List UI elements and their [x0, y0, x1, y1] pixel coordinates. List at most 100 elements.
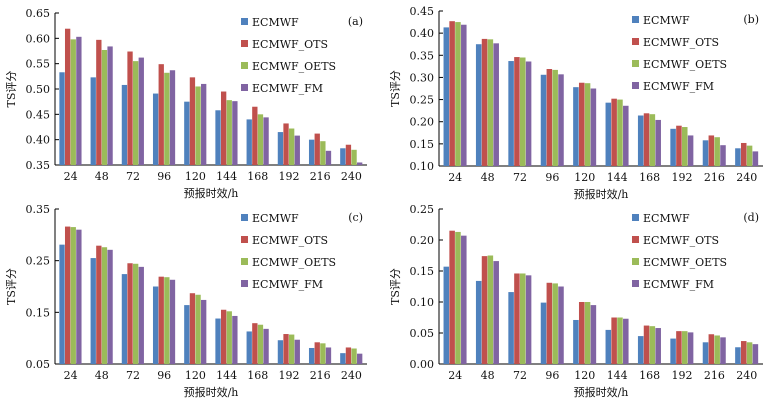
- bar-ecmwf-oets-192: [682, 331, 688, 364]
- bar-ecmwf-ots-240: [345, 347, 352, 364]
- bar-ecmwf-ots-120: [189, 77, 196, 165]
- bar-ecmwf-oets-48: [101, 247, 108, 364]
- legend-label: ECMWF_FM: [643, 80, 714, 93]
- bar-ecmwf-oets-240: [351, 149, 357, 165]
- x-tick-label: 120: [574, 171, 595, 184]
- bar-ecmwf-fm-192: [687, 135, 694, 166]
- bar-ecmwf-oets-120: [584, 83, 591, 166]
- bar-ecmwf-fm-96: [169, 70, 176, 165]
- x-tick-label: 24: [64, 369, 78, 382]
- bar-ecmwf-120: [573, 87, 579, 166]
- bar-ecmwf-ots-120: [578, 302, 585, 364]
- bar-ecmwf-oets-168: [649, 326, 656, 364]
- bar-ecmwf-24: [443, 266, 450, 364]
- legend: ECMWF ECMWF_OTS ECMWF_OETS ECMWF_FM: [241, 212, 336, 291]
- bar-ecmwf-72: [121, 274, 128, 364]
- bar-ecmwf-168: [637, 336, 644, 364]
- y-tick-label: 0.15: [26, 306, 51, 319]
- bar-ecmwf-fm-168: [655, 119, 661, 166]
- bar-ecmwf-192: [277, 132, 284, 165]
- y-axis-label: TS评分: [5, 268, 18, 305]
- bar-ecmwf-ots-48: [96, 39, 102, 165]
- bar-ecmwf-ots-192: [283, 123, 289, 165]
- bar-ecmwf-oets-96: [164, 72, 170, 165]
- bar-ecmwf-ots-192: [283, 334, 289, 364]
- x-tick-label: 96: [157, 170, 171, 183]
- x-tick-label: 216: [310, 170, 331, 183]
- y-tick-label: 0.20: [410, 116, 435, 129]
- bar-ecmwf-ots-48: [481, 38, 488, 166]
- bar-ecmwf-ots-72: [514, 57, 520, 167]
- bar-ecmwf-fm-240: [357, 162, 363, 165]
- bar-ecmwf-oets-48: [101, 49, 108, 165]
- bar-ecmwf-oets-144: [617, 99, 623, 166]
- x-tick-label: 96: [157, 369, 171, 382]
- bar-ecmwf-fm-24: [461, 24, 467, 167]
- bar-ecmwf-120: [184, 101, 190, 165]
- x-tick-label: 24: [448, 369, 462, 382]
- y-tick-label: 0.10: [410, 296, 435, 309]
- bar-ecmwf-ots-216: [708, 334, 715, 364]
- bar-ecmwf-ots-96: [546, 282, 553, 364]
- y-tick-label: 0.35: [410, 49, 435, 62]
- legend-swatch: [241, 258, 248, 265]
- bar-ecmwf-ots-168: [252, 106, 258, 165]
- bar-ecmwf-192: [670, 128, 676, 166]
- y-tick-label: 0.25: [410, 203, 435, 216]
- bar-ecmwf-fm-120: [590, 88, 597, 166]
- legend-label: ECMWF_FM: [252, 278, 323, 291]
- legend-label: ECMWF_FM: [252, 82, 323, 95]
- bar-ecmwf-fm-72: [138, 266, 144, 364]
- y-tick-label: 0.45: [410, 5, 435, 18]
- legend-swatch: [241, 40, 248, 47]
- bar-ecmwf-96: [540, 302, 547, 364]
- bar-ecmwf-48: [475, 280, 482, 364]
- bar-ecmwf-144: [605, 329, 612, 364]
- y-tick-label: 0.00: [410, 358, 435, 371]
- bar-ecmwf-ots-168: [643, 325, 650, 364]
- bar-ecmwf-fm-192: [294, 339, 300, 364]
- x-tick-label: 48: [481, 369, 495, 382]
- bar-ecmwf-fm-48: [107, 249, 113, 364]
- bar-ecmwf-oets-120: [195, 86, 201, 165]
- x-axis-label: 预报时效/h: [184, 186, 239, 200]
- bar-ecmwf-ots-216: [314, 133, 320, 165]
- bar-ecmwf-oets-216: [714, 335, 720, 364]
- bar-ecmwf-oets-192: [682, 127, 688, 166]
- legend-swatch: [241, 280, 248, 287]
- legend-swatch: [241, 236, 248, 243]
- bar-ecmwf-fm-96: [558, 286, 564, 364]
- y-tick-label: 0.05: [410, 327, 435, 340]
- legend-swatch: [241, 214, 248, 221]
- x-tick-label: 240: [736, 171, 757, 184]
- y-tick-label: 0.15: [410, 265, 435, 278]
- bar-ecmwf-oets-216: [714, 137, 720, 166]
- legend-swatch: [632, 280, 639, 287]
- x-tick-label: 144: [216, 170, 237, 183]
- x-tick-label: 48: [95, 369, 109, 382]
- bar-ecmwf-oets-72: [520, 273, 526, 364]
- bar-ecmwf-fm-216: [720, 145, 726, 166]
- bar-ecmwf-oets-120: [584, 302, 591, 364]
- bar-ecmwf-fm-240: [752, 151, 759, 166]
- bar-ecmwf-oets-48: [487, 255, 494, 364]
- legend-label: ECMWF_OTS: [643, 36, 719, 49]
- y-tick-label: 0.30: [410, 71, 435, 84]
- bar-ecmwf-fm-144: [232, 101, 238, 165]
- bar-ecmwf-fm-240: [357, 353, 363, 364]
- bar-ecmwf-fm-192: [687, 332, 694, 364]
- bar-ecmwf-oets-192: [289, 128, 295, 165]
- bar-ecmwf-240: [340, 148, 346, 165]
- bar-ecmwf-fm-48: [107, 46, 113, 165]
- x-tick-label: 192: [672, 369, 693, 382]
- y-tick-label: 0.55: [26, 58, 51, 71]
- y-tick-label: 0.25: [410, 94, 435, 107]
- bar-ecmwf-ots-192: [676, 331, 682, 364]
- bar-ecmwf-oets-96: [552, 69, 558, 166]
- bar-ecmwf-ots-144: [220, 91, 227, 165]
- legend-label: ECMWF: [643, 212, 690, 225]
- bar-ecmwf-oets-192: [289, 334, 295, 364]
- legend-label: ECMWF_OTS: [252, 234, 328, 247]
